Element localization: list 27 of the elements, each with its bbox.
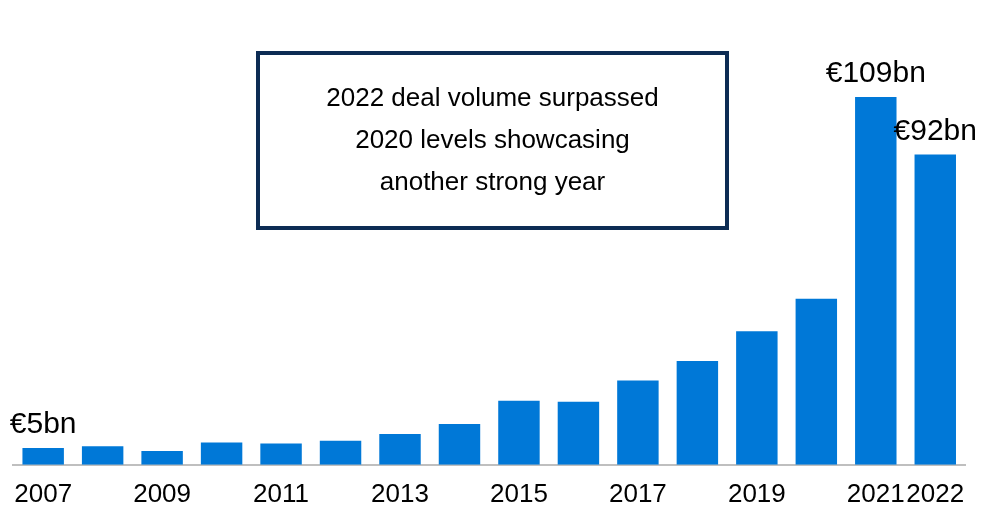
x-tick-label: 2007 [14, 477, 73, 508]
bar [914, 154, 956, 465]
x-tick-label: 2017 [608, 477, 667, 508]
bar [438, 423, 481, 465]
x-tick-label: 2013 [371, 477, 429, 508]
bar [557, 401, 600, 465]
bar [81, 446, 124, 465]
data-label: €5bn [9, 406, 77, 440]
bar [200, 442, 243, 465]
bar [795, 298, 838, 465]
bar [141, 450, 183, 465]
bar [676, 360, 719, 465]
bar [319, 440, 362, 465]
bar [736, 331, 778, 465]
bar [379, 434, 421, 465]
bar [617, 380, 659, 465]
x-tick-label: 2015 [490, 477, 548, 508]
annotation: 2022 deal volume surpassed 2020 levels showcasing another strong year [326, 81, 659, 196]
x-tick-label: 2011 [253, 477, 310, 508]
data-label: €109bn [825, 55, 926, 89]
bar [22, 447, 64, 465]
x-tick-label: 2022 [906, 477, 965, 508]
bar [498, 400, 540, 465]
x-tick-label: 2009 [133, 477, 192, 508]
bar [260, 443, 302, 465]
x-tick-label: 2019 [727, 477, 786, 508]
x-tick-label: 2021 [846, 477, 905, 508]
